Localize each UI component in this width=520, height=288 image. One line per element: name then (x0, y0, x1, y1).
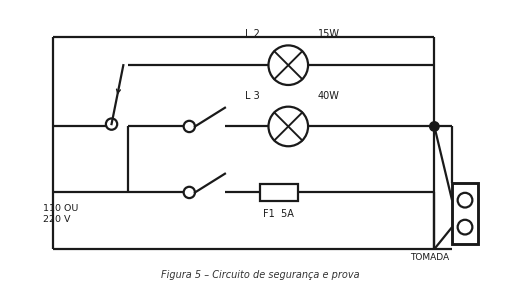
Text: 110 OU
220 V: 110 OU 220 V (43, 204, 79, 224)
Text: L 3: L 3 (245, 91, 260, 101)
Bar (260, 184, 298, 201)
Text: L 2: L 2 (245, 29, 260, 39)
Text: 15W: 15W (318, 29, 340, 39)
Text: TOMADA: TOMADA (411, 253, 450, 262)
Bar (452, 183, 478, 244)
Text: F1  5A: F1 5A (264, 209, 294, 219)
Text: 40W: 40W (318, 91, 340, 101)
Circle shape (430, 122, 439, 131)
Text: Figura 5 – Circuito de segurança e prova: Figura 5 – Circuito de segurança e prova (161, 270, 359, 281)
